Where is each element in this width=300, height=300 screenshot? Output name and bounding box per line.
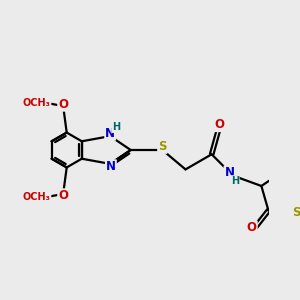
Text: H: H	[112, 122, 121, 132]
Text: S: S	[292, 206, 300, 219]
Text: N: N	[224, 166, 235, 179]
Text: O: O	[214, 118, 224, 131]
Text: OCH₃: OCH₃	[23, 98, 50, 108]
Text: O: O	[58, 189, 68, 202]
Text: O: O	[58, 98, 68, 111]
Text: OCH₃: OCH₃	[23, 192, 50, 202]
Text: H: H	[231, 176, 239, 186]
Text: N: N	[106, 160, 116, 173]
Text: N: N	[105, 127, 115, 140]
Text: O: O	[247, 221, 257, 234]
Text: S: S	[158, 140, 166, 153]
